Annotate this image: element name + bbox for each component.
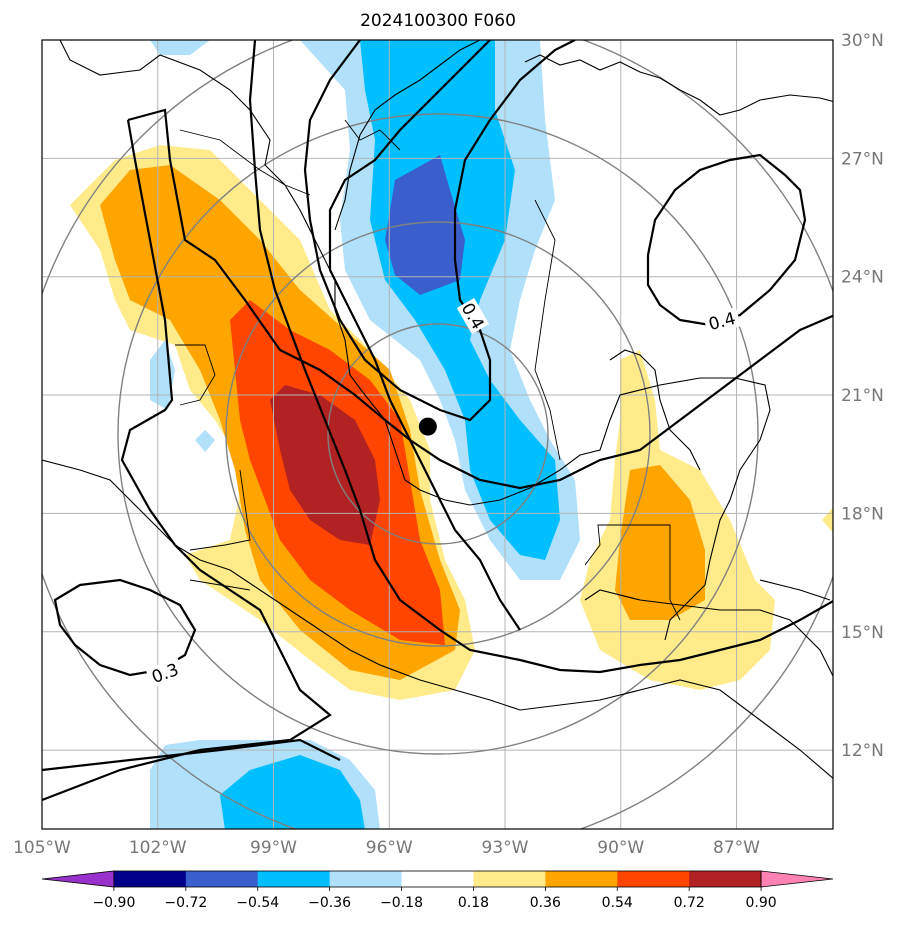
shaded-field: [70, 40, 833, 829]
colorbar-swatch: [473, 871, 546, 887]
map-frame: [41, 39, 834, 830]
contour-south: [42, 738, 341, 772]
latitude-tick-label: 27°N: [841, 149, 884, 169]
colorbar-level-label: 0.36: [530, 895, 561, 911]
border-state-3: [189, 579, 251, 591]
contour-label-east: 0.4: [707, 309, 738, 335]
colorbar-swatch: [545, 871, 618, 887]
colorbar-swatch: [689, 871, 762, 887]
colorbar-level-label: −0.36: [308, 895, 351, 911]
latitude-tick-label: 24°N: [841, 268, 884, 288]
longitude-tick-label: 102°W: [129, 838, 187, 858]
colorbar-frame: [113, 870, 762, 888]
latitude-tick-label: 15°N: [841, 623, 884, 643]
coastline-yucatan: [609, 349, 701, 471]
contour-mid-band: [328, 40, 521, 631]
colorbar-extend-max: [760, 870, 834, 888]
longitude-tick-label: 93°W: [482, 838, 529, 858]
map-area: 0.4 0.4 0.3: [42, 40, 833, 829]
negative-anomaly-054: [385, 155, 465, 295]
border-state-1: [175, 344, 216, 406]
coastlines: [42, 40, 833, 780]
negative-anomaly-018-speck: [195, 430, 215, 452]
contour-west-band: [248, 40, 833, 674]
contour-03-inner: [42, 119, 332, 802]
latitude-tick-label: 30°N: [841, 31, 884, 51]
range-ring-3deg: [327, 323, 549, 545]
latitude-tick-label: 18°N: [841, 504, 884, 524]
contour-lines: [42, 40, 833, 802]
border-state-5: [344, 119, 401, 151]
colorbar-level-label: 0.72: [674, 895, 705, 911]
border-mex-guat: [584, 524, 681, 621]
colorbar-swatch: [185, 871, 259, 887]
coastline-louisiana: [524, 54, 833, 116]
border-state-4: [534, 199, 561, 461]
country-borders: [175, 119, 681, 621]
border-mex-us: [179, 129, 311, 196]
longitude-labels: 105°W 102°W 99°W 96°W 93°W 90°W 87°W: [13, 838, 760, 858]
storm-center-marker: [418, 417, 437, 436]
colorbar-swatch: [329, 871, 403, 887]
coastline-cuba: [759, 579, 831, 601]
longitude-tick-label: 105°W: [13, 838, 71, 858]
colorbar-swatch: [113, 871, 187, 887]
colorbar-swatch: [617, 871, 690, 887]
coastline-gulf: [59, 40, 771, 641]
colorbar-level-label: 0.18: [458, 895, 489, 911]
coastline-pacific: [42, 459, 833, 780]
colorbar-level-label: 0.90: [746, 895, 777, 911]
longitude-tick-label: 99°W: [250, 838, 297, 858]
colorbar-level-label: 0.54: [602, 895, 633, 911]
longitude-tick-label: 90°W: [597, 838, 644, 858]
latitude-labels: 30°N 27°N 24°N 21°N 18°N 15°N 12°N: [841, 31, 884, 761]
colorbar-swatch: [257, 871, 331, 887]
map-title: 2024100300 F060: [360, 11, 516, 31]
colorbar-level-label: −0.18: [380, 895, 423, 911]
coastline-texas: [334, 40, 481, 231]
positive-anomaly-072: [270, 385, 380, 545]
colorbar-level-label: −0.72: [164, 895, 207, 911]
contour-03-west: [127, 108, 833, 490]
range-rings: [42, 40, 833, 829]
border-state-2: [189, 469, 251, 551]
latitude-tick-label: 21°N: [841, 386, 884, 406]
contour-04-east: [646, 153, 807, 327]
contour-gulf-ring: [303, 40, 576, 422]
colorbar-level-label: −0.90: [92, 895, 135, 911]
range-ring-6deg: [225, 221, 651, 647]
colorbar-extend-min: [41, 870, 115, 888]
contour-03-sw: [53, 578, 197, 677]
lat-lon-grid: [42, 40, 833, 829]
negative-anomaly-018-top: [150, 40, 210, 55]
negative-anomaly-036-sw: [220, 755, 365, 829]
coastline-honduras: [584, 589, 833, 678]
longitude-tick-label: 96°W: [366, 838, 413, 858]
longitude-tick-label: 87°W: [713, 838, 760, 858]
colorbar-swatch: [401, 871, 474, 887]
latitude-tick-label: 12°N: [841, 741, 884, 761]
colorbar-level-label: −0.54: [236, 895, 279, 911]
colorbar: −0.90 −0.72 −0.54 −0.36 −0.18 0.18 0.36 0.54 0.7…: [41, 870, 834, 911]
range-ring-9deg: [117, 113, 759, 755]
